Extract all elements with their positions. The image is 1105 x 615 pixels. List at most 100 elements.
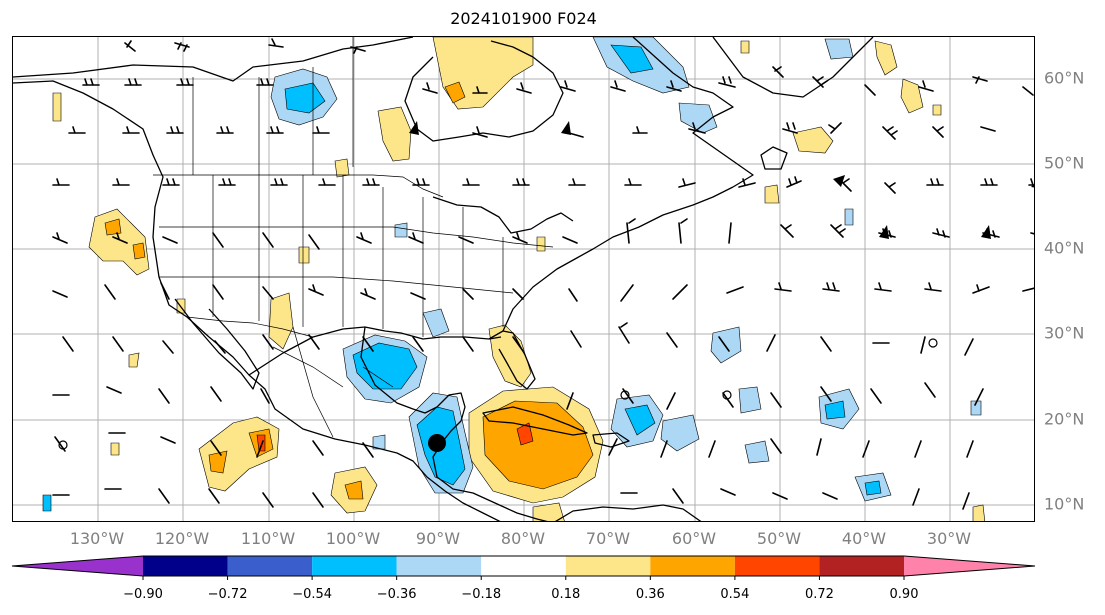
coastlines <box>13 37 874 521</box>
lon-label-110w: 110°W <box>240 529 296 548</box>
contour-small5 <box>536 236 546 252</box>
contour-gulf-core <box>352 342 418 390</box>
colorbar <box>11 555 1036 580</box>
coast-central-america <box>432 440 548 521</box>
coast-north-america-west <box>13 80 501 521</box>
coast-florida <box>488 330 536 390</box>
coast-greenland <box>712 37 874 98</box>
colorbar-segment <box>819 556 904 576</box>
colorbar-tick-label: −0.36 <box>376 587 417 602</box>
border-mexico-states <box>272 326 394 438</box>
coast-south-america <box>555 504 702 521</box>
colorbar-tick-label: −0.18 <box>461 587 502 602</box>
colorbar-segment <box>12 556 143 576</box>
wind-barb-flags <box>409 121 1034 239</box>
coast-cuba <box>482 406 588 436</box>
lat-label-20n: 20°N <box>1044 409 1085 429</box>
contour-hudson-north <box>432 37 534 110</box>
contour-greenland <box>900 78 924 114</box>
contour-small4 <box>128 352 140 368</box>
lon-label-90w: 90°W <box>415 529 461 548</box>
contour-hudson-core <box>444 81 466 104</box>
border-states-a <box>159 226 554 248</box>
contour-small3 <box>298 246 310 264</box>
colorbar-segment <box>312 556 397 576</box>
lat-label-60n: 60°N <box>1044 68 1085 88</box>
coast-great-lakes <box>432 196 574 234</box>
colorbar-tick-label: −0.54 <box>292 587 333 602</box>
border-canada-provinces <box>192 37 354 175</box>
contour-pacific-nw-core2 <box>132 242 146 260</box>
lon-label-40w: 40°W <box>841 529 887 548</box>
contour-small-b5 <box>844 208 854 226</box>
coast-arctic <box>13 37 414 82</box>
border-states-b <box>159 276 514 294</box>
contour-quebec-core <box>610 44 654 74</box>
coast-east <box>502 186 734 332</box>
contour-labrador <box>874 40 898 76</box>
contour-atl2 <box>660 414 700 452</box>
contour-small1 <box>110 442 120 456</box>
colorbar-segment <box>227 556 313 576</box>
colorbar-segment <box>734 556 820 576</box>
colorbar-segment <box>143 556 228 576</box>
contour-small9 <box>52 92 62 122</box>
contour-ne-atl <box>824 38 854 60</box>
contour-epac <box>198 416 280 492</box>
contour-atl7 <box>744 440 770 464</box>
lon-label-80w: 80°W <box>500 529 546 548</box>
coast-hispaniola <box>592 432 630 448</box>
lon-label-30w: 30°W <box>926 529 972 548</box>
contour-atl5 <box>738 386 762 414</box>
colorbar-segment <box>650 556 735 576</box>
hurricane-center-marker <box>428 434 446 452</box>
coast-gulf <box>248 326 502 376</box>
coast-hudson <box>404 40 564 142</box>
contour-texas <box>422 308 450 338</box>
lon-label-130w: 130°W <box>69 529 125 548</box>
contour-small-b3 <box>372 434 386 450</box>
border-states-c <box>212 175 504 337</box>
lat-label-30n: 30°N <box>1044 323 1085 343</box>
contour-baja <box>268 292 294 350</box>
contour-sea2 <box>334 158 350 178</box>
coast-newfoundland <box>760 146 788 170</box>
contour-epac-red <box>256 434 266 452</box>
colorbar-tick-label: 0.90 <box>889 587 919 602</box>
colorbar-tick-label: 0.18 <box>551 587 581 602</box>
lat-label-50n: 50°N <box>1044 153 1085 173</box>
colorbar-tick-label: 0.36 <box>635 587 665 602</box>
border-us-canada <box>153 174 444 198</box>
contour-small8 <box>932 104 942 116</box>
contour-small6 <box>972 504 986 521</box>
colorbar-tick-label: −0.90 <box>123 587 163 602</box>
lat-label-10n: 10°N <box>1044 494 1085 514</box>
contour-epac-core2 <box>208 450 228 474</box>
contour-sea1 <box>792 126 834 154</box>
contour-atl1-core <box>624 404 656 436</box>
map-canvas <box>13 37 1034 521</box>
lon-label-100w: 100°W <box>325 529 381 548</box>
lon-label-70w: 70°W <box>585 529 631 548</box>
colorbar-segment <box>904 556 1035 576</box>
coast-mexico-east <box>360 326 466 442</box>
coast-baja <box>174 298 260 390</box>
islands <box>58 338 938 450</box>
contour-florida <box>488 324 532 388</box>
contour-newfound <box>678 102 718 134</box>
colorbar-segment <box>481 556 566 576</box>
colorbar-tick-label: 0.72 <box>804 587 834 602</box>
contour-sea3 <box>764 184 780 204</box>
coast-canada-east <box>632 37 754 188</box>
map-panel[interactable] <box>12 36 1035 522</box>
borders <box>153 37 554 438</box>
colorbar-segment <box>565 556 651 576</box>
contour-small-b4 <box>42 494 52 512</box>
colorbar-tick-label: 0.54 <box>720 587 750 602</box>
wind-barbs <box>52 38 1034 510</box>
contour-atl6-core <box>864 480 882 496</box>
lat-label-40n: 40°N <box>1044 238 1085 258</box>
contour-ontario <box>377 106 412 162</box>
lon-label-60w: 60°W <box>671 529 717 548</box>
colorbar-segment <box>396 556 482 576</box>
